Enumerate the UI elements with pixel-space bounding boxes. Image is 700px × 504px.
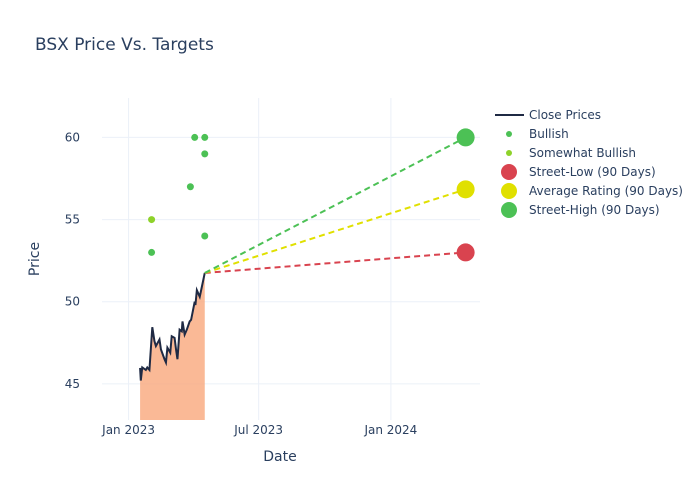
y-tick-label: 50	[65, 295, 80, 309]
bullish-point	[201, 150, 209, 158]
street-low-marker	[456, 243, 475, 262]
average-rating-line	[204, 188, 466, 274]
y-tick-label: 45	[65, 377, 80, 391]
x-axis-label: Date	[263, 449, 296, 465]
legend-marker-swatch	[501, 183, 517, 199]
street-low-line	[204, 251, 466, 274]
y-tick-label: 55	[65, 213, 80, 227]
y-tick-label: 60	[65, 130, 80, 144]
legend-label: Street-High (90 Days)	[529, 203, 660, 217]
plot-area	[139, 128, 475, 420]
chart-title: BSX Price Vs. Targets	[35, 35, 214, 55]
x-tick-label: Jan 2023	[101, 423, 155, 437]
bullish-point	[191, 133, 199, 141]
x-tick-label: Jan 2024	[363, 423, 417, 437]
legend-label: Street-Low (90 Days)	[529, 165, 656, 179]
x-tick-label: Jul 2023	[233, 423, 283, 437]
legend-label: Somewhat Bullish	[529, 146, 636, 160]
bullish-point	[201, 133, 209, 141]
legend-label: Bullish	[529, 127, 569, 141]
somewhat-bullish-point	[148, 216, 156, 224]
y-axis: 45 50 55 60	[65, 130, 80, 390]
bullish-point	[201, 232, 209, 240]
legend: Close Prices Bullish Somewhat Bullish Stree…	[495, 108, 683, 218]
bullish-point	[186, 183, 194, 191]
legend-label: Close Prices	[529, 108, 601, 122]
close-price-area	[140, 272, 205, 420]
close-price-line	[139, 272, 206, 381]
average-rating-marker	[456, 180, 475, 199]
legend-marker-swatch	[501, 164, 517, 180]
legend-marker-swatch	[506, 131, 512, 137]
y-axis-label: Price	[27, 242, 43, 276]
legend-marker-swatch	[501, 202, 517, 218]
grid	[102, 98, 480, 420]
street-high-marker	[456, 128, 475, 147]
legend-marker-swatch	[506, 150, 512, 156]
street-high-line	[204, 136, 467, 274]
bullish-point	[148, 248, 156, 256]
x-axis: Jan 2023 Jul 2023 Jan 2024	[101, 423, 417, 437]
legend-label: Average Rating (90 Days)	[529, 184, 683, 198]
